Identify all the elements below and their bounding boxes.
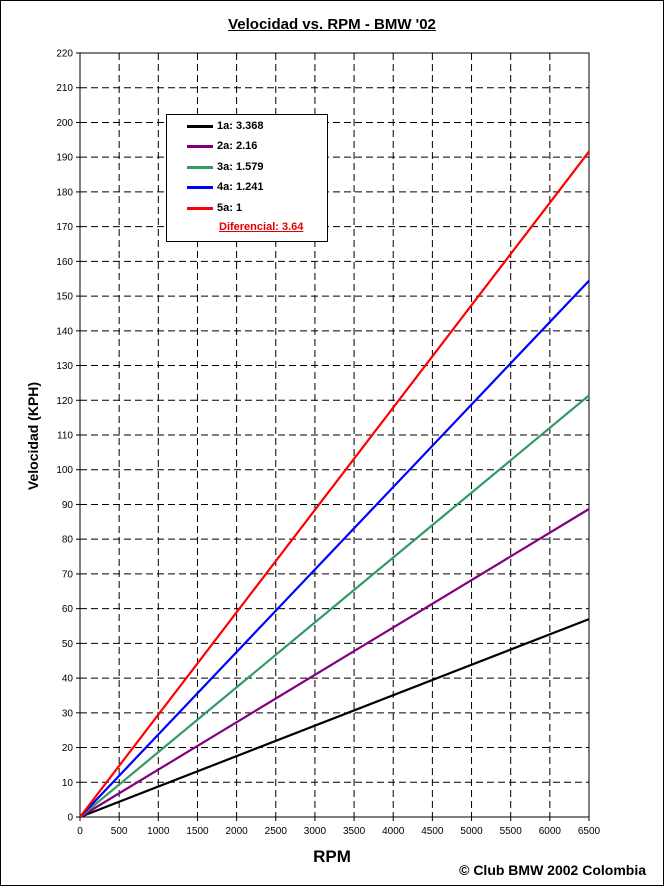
legend-swatch	[187, 124, 213, 128]
x-tick-label: 1000	[147, 826, 170, 837]
y-tick-label: 0	[67, 813, 73, 824]
x-tick-label: 500	[111, 826, 128, 837]
legend-entry: 2a: 2.16	[187, 138, 257, 154]
y-tick-label: 160	[56, 257, 73, 268]
x-tick-label: 6500	[578, 826, 601, 837]
series-line	[79, 280, 590, 818]
legend-swatch	[187, 206, 213, 210]
y-tick-label: 110	[57, 431, 73, 442]
y-tick-label: 140	[56, 326, 73, 337]
x-tick-label: 3500	[343, 826, 366, 837]
differential-note: Diferencial: 3.64	[219, 221, 304, 233]
y-tick-label: 180	[56, 187, 73, 198]
x-tick-label: 4500	[421, 826, 444, 837]
x-tick-label: 2500	[265, 826, 288, 837]
y-tick-label: 150	[56, 292, 73, 303]
legend-entry: 3a: 1.579	[187, 159, 263, 175]
plot-border	[79, 52, 590, 818]
legend-entry: 1a: 3.368	[187, 118, 263, 134]
legend-label: 4a: 1.241	[217, 181, 264, 193]
legend-label: 2a: 2.16	[217, 140, 258, 152]
y-tick-label: 130	[56, 361, 73, 372]
copyright-notice: © Club BMW 2002 Colombia	[459, 862, 646, 878]
legend-swatch	[187, 165, 213, 169]
x-tick-label: 5000	[460, 826, 483, 837]
y-tick-label: 20	[62, 743, 74, 754]
legend-swatch	[187, 144, 213, 148]
x-tick-label: 6000	[539, 826, 562, 837]
y-tick-label: 80	[62, 535, 74, 546]
series-line	[79, 508, 590, 818]
chart-title: Velocidad vs. RPM - BMW '02	[228, 16, 436, 33]
y-tick-label: 170	[56, 222, 73, 233]
y-tick-label: 30	[62, 708, 74, 719]
x-tick-label: 0	[77, 826, 83, 837]
series-line	[79, 618, 590, 819]
x-tick-label: 5500	[500, 826, 523, 837]
y-tick-label: 210	[56, 83, 73, 94]
y-tick-label: 50	[62, 639, 74, 650]
x-tick-label: 1500	[186, 826, 209, 837]
legend-entry: 4a: 1.241	[187, 179, 263, 195]
y-tick-label: 220	[56, 49, 73, 60]
legend-swatch	[187, 185, 213, 189]
legend-label: 1a: 3.368	[217, 120, 264, 132]
series-line	[79, 150, 590, 818]
y-tick-label: 100	[56, 465, 73, 476]
y-tick-label: 70	[62, 569, 74, 580]
x-tick-label: 2000	[225, 826, 248, 837]
y-tick-label: 190	[56, 153, 73, 164]
legend-label: 5a: 1	[217, 202, 243, 214]
x-tick-label: 3000	[304, 826, 327, 837]
y-tick-label: 60	[62, 604, 74, 615]
series-line	[79, 394, 590, 818]
y-tick-label: 40	[62, 674, 74, 685]
x-tick-label: 4000	[382, 826, 405, 837]
y-tick-label: 200	[56, 118, 73, 129]
legend-entry: 5a: 1	[187, 200, 242, 216]
y-tick-label: 10	[62, 778, 74, 789]
y-tick-label: 120	[56, 396, 73, 407]
y-tick-label: 90	[62, 500, 74, 511]
legend: 1a: 3.368 2a: 2.16 3a: 1.579 4a: 1.241 5…	[166, 114, 328, 242]
x-axis-label: RPM	[313, 847, 351, 866]
legend-label: 3a: 1.579	[217, 161, 264, 173]
